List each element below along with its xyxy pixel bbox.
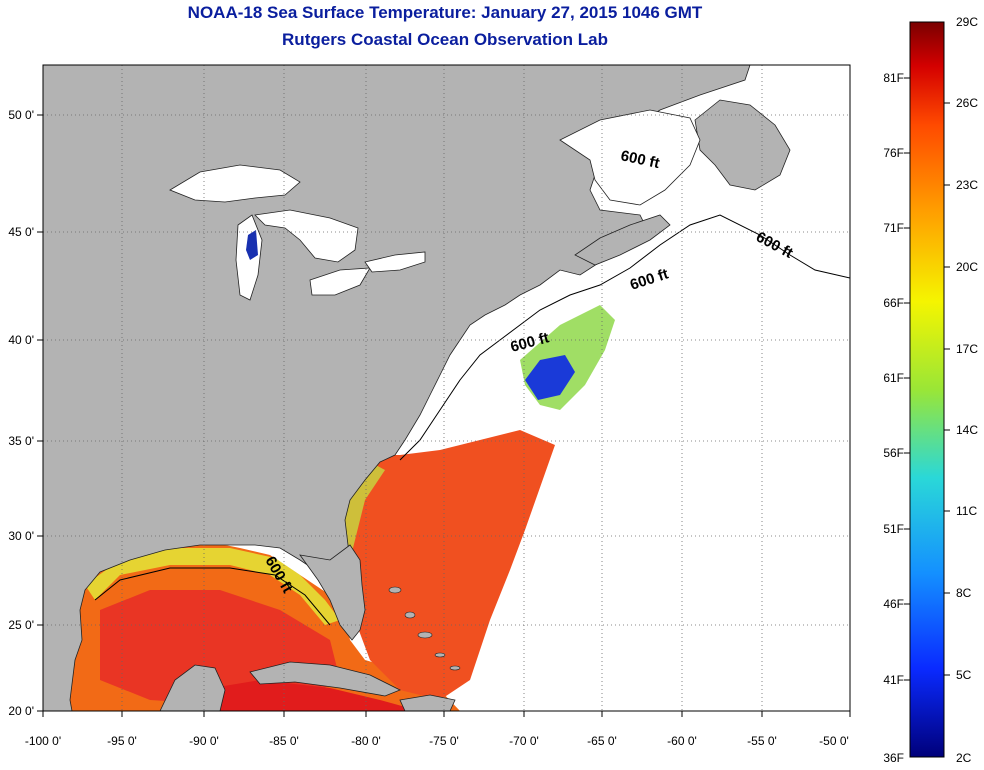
cb-c-label: 8C <box>956 586 972 600</box>
land-cuba <box>249 661 401 697</box>
axis-ticks <box>37 114 851 717</box>
sst-gulf-stream <box>340 430 555 700</box>
map-title: NOAA-18 Sea Surface Temperature: January… <box>187 3 703 22</box>
colorbar-celsius-labels: 29C 26C 23C 20C 17C 14C 11C 8C 5C 2C <box>956 15 978 765</box>
graticule <box>43 65 850 711</box>
cb-f-label: 61F <box>883 371 904 385</box>
lon-label: -100 0' <box>25 734 61 748</box>
lon-label: -85 0' <box>269 734 299 748</box>
map-frame <box>42 64 851 712</box>
cb-f-label: 36F <box>883 751 904 765</box>
land-yucatan <box>159 664 226 711</box>
cb-f-label: 51F <box>883 522 904 536</box>
gulf-st-lawrence <box>559 109 701 206</box>
cb-f-label: 66F <box>883 296 904 310</box>
lon-label: -75 0' <box>429 734 459 748</box>
land-hispaniola <box>399 694 456 711</box>
cb-f-label: 41F <box>883 673 904 687</box>
sst-cold-eddy <box>525 355 575 400</box>
land-florida <box>299 544 366 641</box>
lat-label: 40 0' <box>8 333 34 347</box>
lon-label: -70 0' <box>509 734 539 748</box>
cb-c-label: 26C <box>956 96 978 110</box>
lat-label: 50 0' <box>8 108 34 122</box>
colorbar-ticks <box>904 77 950 681</box>
lon-label: -65 0' <box>587 734 617 748</box>
lat-label: 25 0' <box>8 618 34 632</box>
cb-f-label: 56F <box>883 446 904 460</box>
great-lakes <box>169 164 426 301</box>
lon-label: -50 0' <box>819 734 849 748</box>
sst-gulf-shelf <box>85 548 340 625</box>
land-newfoundland <box>694 99 791 191</box>
cb-f-label: 46F <box>883 597 904 611</box>
lon-label: -80 0' <box>351 734 381 748</box>
isobath-600ft <box>399 214 850 461</box>
cb-c-label: 17C <box>956 342 978 356</box>
cb-c-label: 2C <box>956 751 972 765</box>
lon-label: -55 0' <box>747 734 777 748</box>
lon-label: -90 0' <box>189 734 219 748</box>
bahamas-islands <box>388 586 461 671</box>
longitude-labels: -100 0' -95 0' -90 0' -85 0' -80 0' -75 … <box>25 734 849 748</box>
colorbar-fahrenheit-labels: 81F 76F 71F 66F 61F 56F 51F 46F 41F 36F <box>883 71 904 765</box>
isobath-600ft-gulf <box>94 567 331 626</box>
cb-c-label: 20C <box>956 260 978 274</box>
land-nova-scotia <box>574 214 671 266</box>
cb-c-label: 5C <box>956 668 972 682</box>
lat-label: 30 0' <box>8 529 34 543</box>
cb-c-label: 29C <box>956 15 978 29</box>
lat-label: 45 0' <box>8 225 34 239</box>
cb-c-label: 11C <box>956 504 977 518</box>
cb-f-label: 81F <box>883 71 904 85</box>
cb-f-label: 71F <box>883 221 904 235</box>
lat-label: 35 0' <box>8 434 34 448</box>
cb-f-label: 76F <box>883 146 904 160</box>
lon-label: -60 0' <box>667 734 697 748</box>
cb-c-label: 14C <box>956 423 978 437</box>
map-subtitle: Rutgers Coastal Ocean Observation Lab <box>282 30 608 49</box>
lon-label: -95 0' <box>107 734 137 748</box>
land-north-america <box>43 65 751 711</box>
sst-caribbean <box>200 680 420 711</box>
lat-label: 20 0' <box>8 704 34 718</box>
latitude-labels: 50 0' 45 0' 40 0' 35 0' 30 0' 25 0' 20 0… <box>8 108 34 718</box>
colorbar <box>909 21 945 758</box>
cb-c-label: 23C <box>956 178 978 192</box>
